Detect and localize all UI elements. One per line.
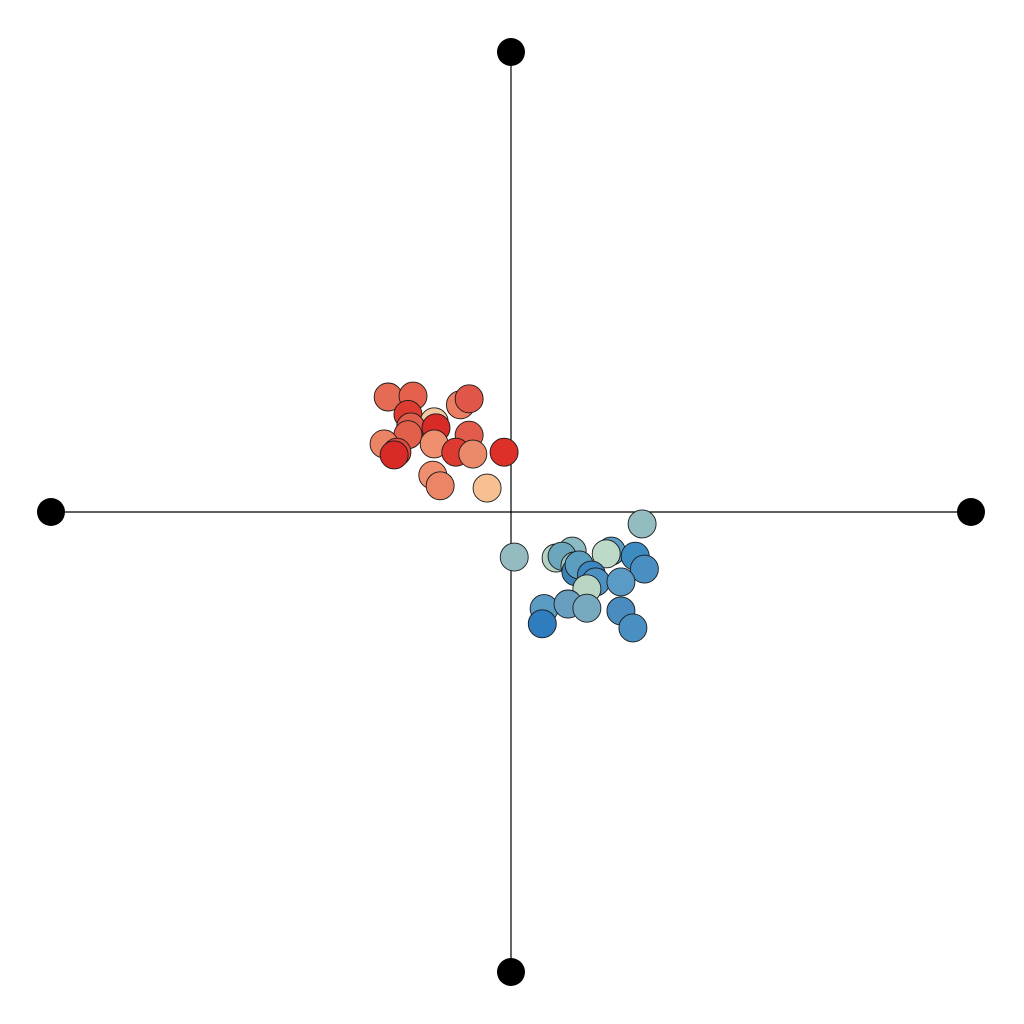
data-point-17 [489,437,519,467]
data-point-4 [454,384,484,414]
data-point-14 [379,440,409,470]
data-point-42 [618,613,648,643]
data-point-29 [629,554,659,584]
data-point-19 [425,471,455,501]
data-point-16 [458,439,488,469]
data-point-22 [499,542,529,572]
data-points [369,381,659,643]
anchor-point-4 [37,498,65,526]
anchor-point-3 [497,958,525,986]
anchor-point-1 [497,38,525,66]
data-point-35 [606,567,636,597]
data-point-20 [472,473,502,503]
axes [51,52,971,972]
anchor-points [37,38,985,986]
anchor-point-2 [957,498,985,526]
data-point-41 [527,609,557,639]
data-point-21 [627,509,657,539]
data-point-39 [572,593,602,623]
data-point-27 [591,539,621,569]
